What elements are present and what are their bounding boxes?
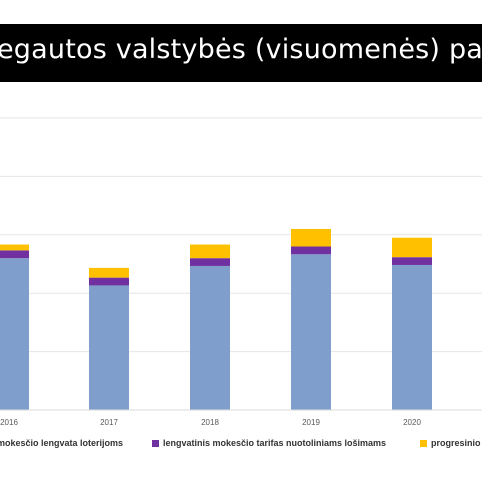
bars: [0, 228, 432, 410]
title-bar: egautos valstybės (visuomenės) pajam: [0, 24, 482, 82]
bar-segment-2019-series-0: [291, 254, 331, 410]
bar-segment-2018-series-1: [190, 258, 230, 266]
legend-swatch: [152, 439, 159, 447]
legend-swatch: [420, 439, 427, 447]
legend-item-nuotoliniai: lengvatinis mokesčio tarifas nuotoliniam…: [152, 436, 386, 450]
bar-segment-2016-series-1: [0, 250, 29, 259]
bar-segment-2019-series-2: [291, 228, 331, 247]
chart-title: egautos valstybės (visuomenės) pajam: [0, 34, 482, 65]
bar-segment-2016-series-2: [0, 244, 29, 251]
x-tick-label: 2017: [100, 418, 118, 427]
x-tick-label: 2019: [302, 418, 320, 427]
legend-label: lengvatinis mokesčio tarifas nuotoliniam…: [163, 438, 387, 448]
bar-segment-2019-series-1: [291, 246, 331, 255]
x-tick-label: 2020: [403, 418, 421, 427]
x-tick-label: 2016: [0, 418, 18, 427]
bar-segment-2020-series-2: [392, 237, 432, 258]
bar-segment-2020-series-0: [392, 264, 432, 410]
x-tick-label: 2018: [201, 418, 219, 427]
bar-segment-2018-series-2: [190, 244, 230, 259]
legend-item-progresinis: progresinio: [420, 436, 481, 450]
legend-label: mokesčio lengvata loterijoms: [0, 438, 124, 448]
bar-segment-2017-series-2: [89, 267, 129, 278]
legend-item-loterijos: mokesčio lengvata loterijoms: [0, 436, 123, 450]
legend-label: progresinio: [431, 438, 481, 448]
bar-segment-2020-series-1: [392, 257, 432, 265]
bar-segment-2018-series-0: [190, 265, 230, 410]
bar-segment-2017-series-1: [89, 277, 129, 286]
x-tick-labels: 2016 2017 2018 2019 2020: [0, 418, 421, 427]
bar-segment-2017-series-0: [89, 285, 129, 410]
bar-segment-2016-series-0: [0, 258, 29, 410]
